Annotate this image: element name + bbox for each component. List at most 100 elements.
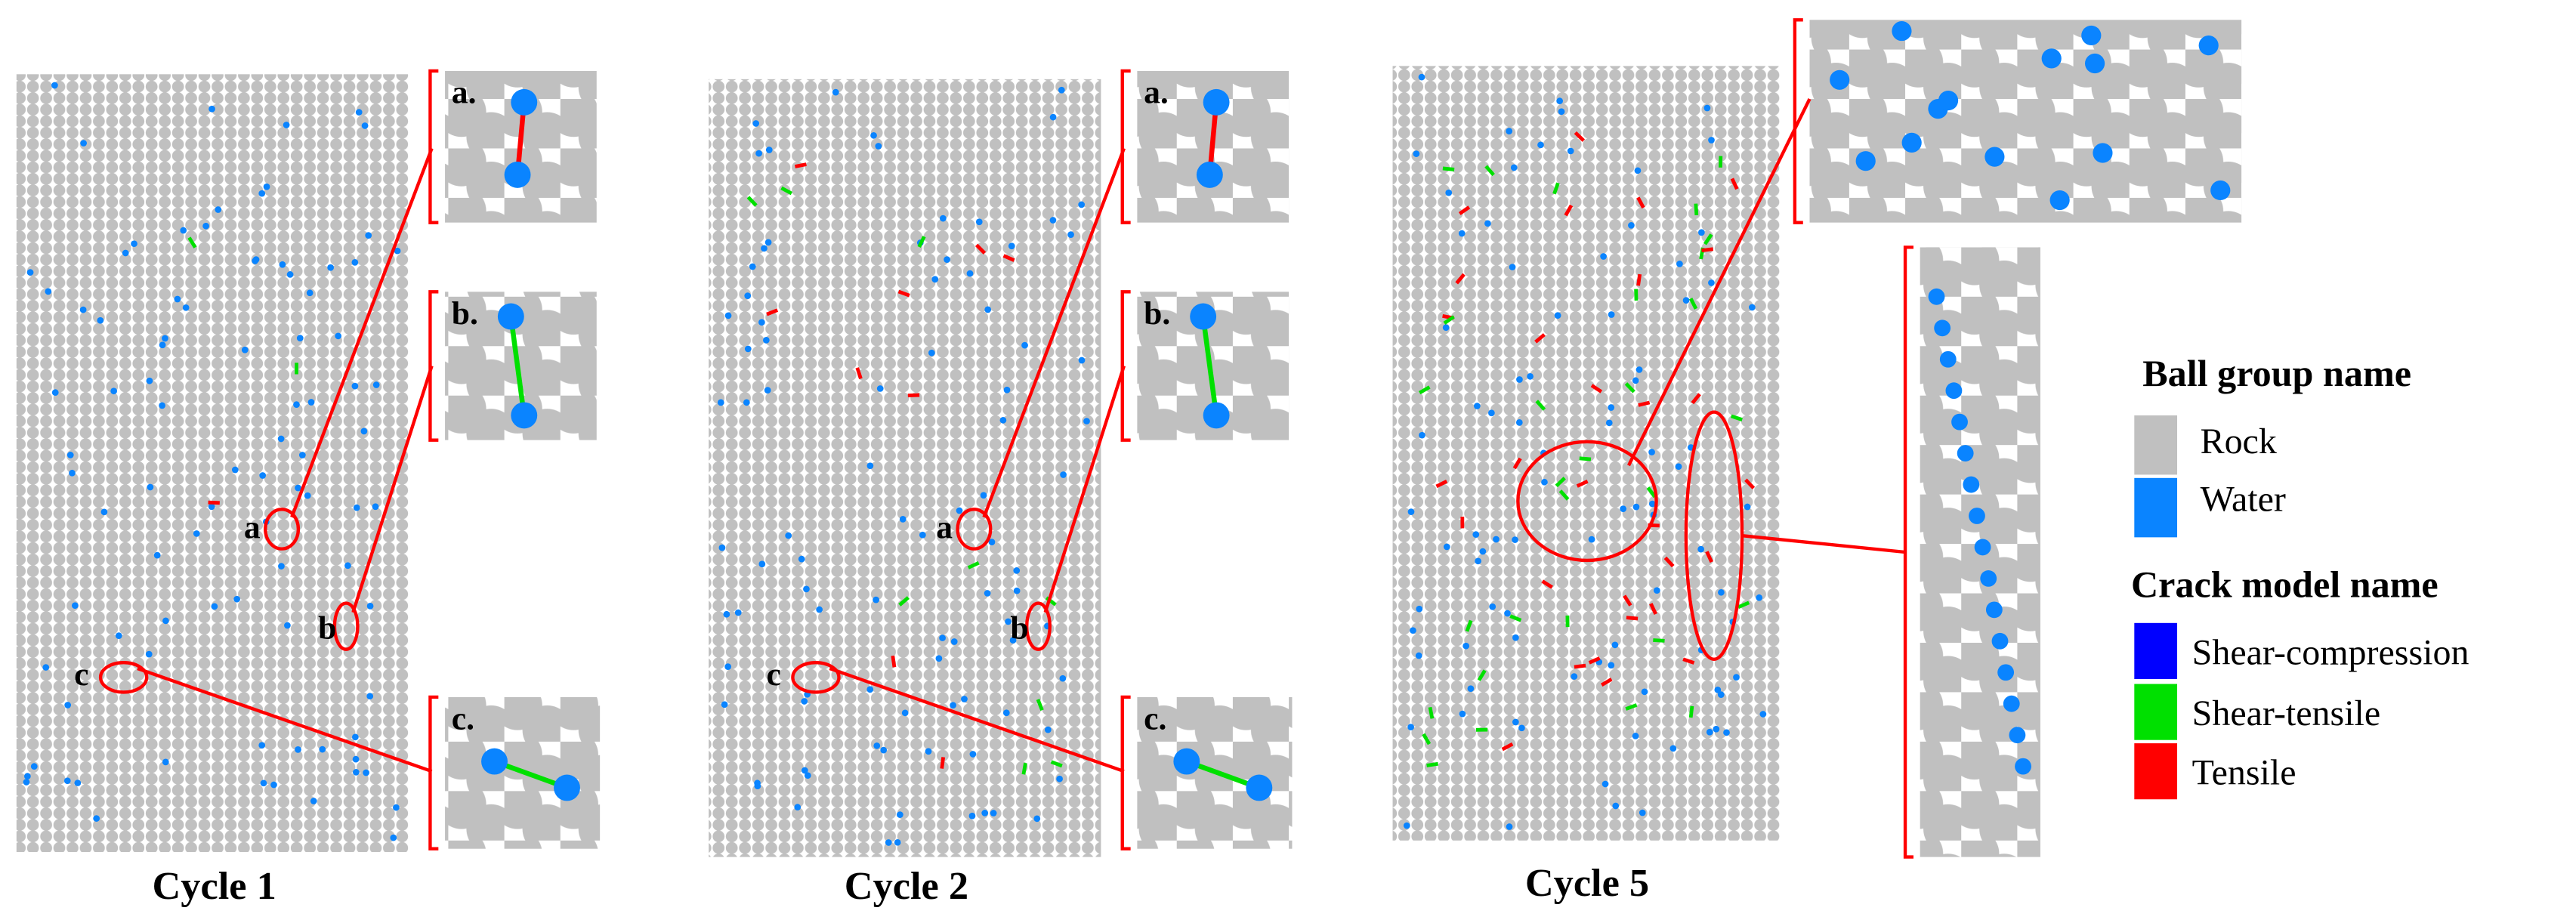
water-ball [1021,341,1028,349]
water-ball [278,563,285,570]
water-ball [2015,758,2031,775]
crack [967,561,980,570]
water-ball [1648,500,1656,508]
particle-panel [16,74,409,853]
water-ball [131,240,137,248]
water-ball [1516,376,1523,383]
water-ball [765,147,773,153]
water-ball [283,122,290,128]
crack [1050,760,1063,768]
water-ball [208,503,215,511]
water-ball [327,264,334,271]
water-ball [1541,478,1548,486]
highlight [791,660,841,694]
water-ball [1537,141,1544,149]
water-ball [79,306,87,313]
marker-label: b [1010,610,1028,647]
water-ball [1708,137,1715,144]
water-ball [717,399,724,406]
water-ball [1830,69,1850,90]
water-ball [1756,594,1763,601]
water-ball [721,701,728,708]
crack [1579,456,1592,462]
water-ball [761,245,768,252]
water-ball [1605,419,1613,427]
water-ball [1723,729,1730,736]
water-ball [1049,217,1057,224]
crack [1465,619,1473,632]
water-ball [804,772,811,779]
water-ball [147,483,154,491]
water-ball [2084,53,2105,74]
particle-panel [709,79,1101,857]
water-ball [1458,230,1466,237]
water-ball [390,834,397,841]
water-ball [215,206,222,213]
water-ball [935,655,943,662]
water-ball [355,109,363,116]
water-ball [511,402,538,429]
water-ball [258,742,266,749]
water-ball [1675,463,1682,471]
water-ball [1928,288,1945,305]
water-ball [1504,610,1511,617]
water-ball [159,341,166,349]
water-ball [1974,539,1991,556]
water-ball [1518,724,1525,732]
water-ball [1635,366,1643,373]
water-ball [193,530,200,537]
water-ball [1628,222,1635,229]
legend-label: Shear-compression [2192,632,2469,672]
legend-label: Tensile [2192,753,2296,793]
water-ball [202,222,209,230]
crack [1588,656,1601,665]
water-ball [1044,726,1052,733]
water-ball [1939,350,1957,368]
water-ball [66,452,74,458]
crack [891,655,897,668]
water-ball [279,261,286,268]
water-ball [497,303,524,330]
crack [1703,233,1713,245]
water-ball [1033,815,1041,823]
crack [855,367,863,380]
crack [1435,480,1448,489]
water-ball [1698,229,1705,236]
caption: Cycle 2 [845,864,968,908]
crack [1426,761,1439,767]
water-ball [1639,809,1646,816]
water-ball [1714,686,1722,693]
crack [1512,457,1522,470]
water-ball [968,812,976,820]
water-ball [24,773,31,780]
crack [1624,382,1635,394]
water-ball [939,634,946,641]
water-ball [1991,632,2009,650]
water-ball [1203,88,1230,116]
water-ball [1418,73,1425,81]
water-ball [93,815,100,822]
legend-label: Water [2201,480,2286,520]
water-ball [260,779,267,787]
water-ball [1963,476,1980,493]
water-ball [2081,25,2102,46]
water-ball [353,504,360,511]
water-ball [1067,231,1074,238]
crack [766,308,779,316]
highlight [332,601,360,651]
water-ball [1588,536,1595,543]
legend-title: Ball group name [2142,352,2411,394]
water-ball [351,733,359,741]
water-ball [984,590,991,597]
water-ball [1190,303,1217,330]
crack [1688,298,1698,310]
legend-swatch [2134,684,2178,740]
crack [1541,579,1553,589]
water-ball [975,218,983,226]
water-ball [1506,128,1513,134]
water-ball [2210,180,2231,201]
crack [898,596,910,607]
water-ball [366,602,374,610]
water-ball [1648,449,1655,455]
water-ball [981,810,989,816]
